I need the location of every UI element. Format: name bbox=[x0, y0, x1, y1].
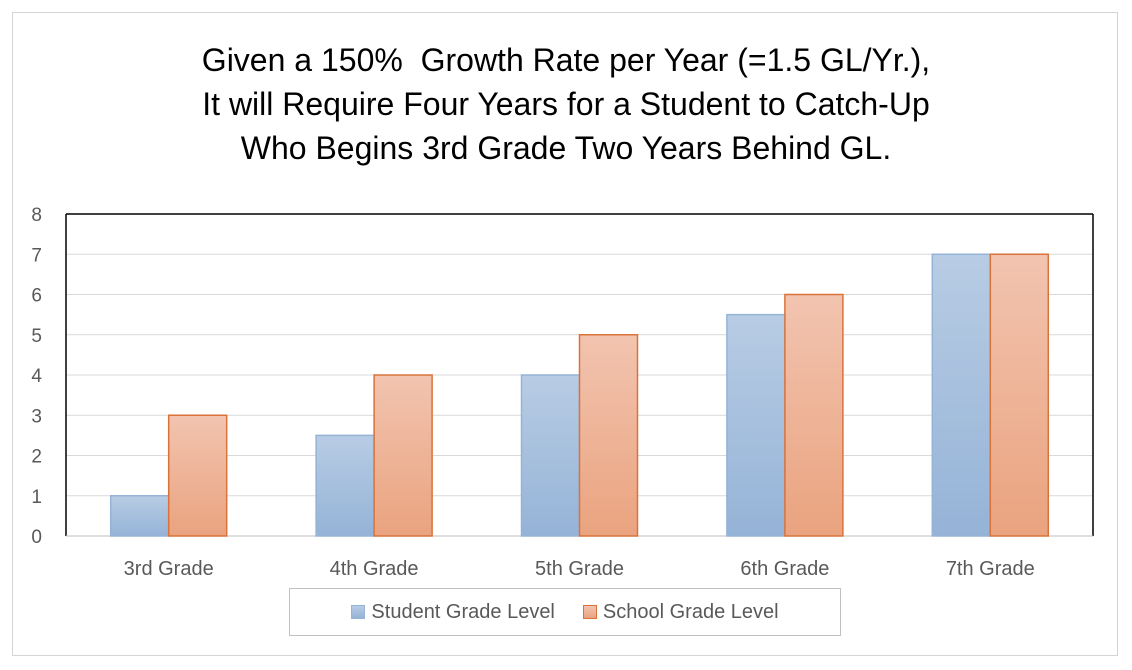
chart-title: Given a 150% Growth Rate per Year (=1.5 … bbox=[0, 38, 1132, 170]
bar-school-grade-level bbox=[373, 374, 433, 537]
legend-item-school: School Grade Level bbox=[582, 600, 779, 624]
bar-student-grade-level bbox=[726, 313, 786, 537]
legend-swatch-school bbox=[582, 605, 597, 619]
legend-label-student: Student Grade Level bbox=[371, 600, 555, 623]
bar-school-grade-level bbox=[167, 414, 228, 537]
bar-student-grade-level bbox=[931, 253, 992, 537]
chart-title-line: Who Begins 3rd Grade Two Years Behind GL… bbox=[240, 130, 892, 166]
x-tick-label: 3rd Grade bbox=[124, 558, 214, 580]
y-tick-label: 6 bbox=[31, 286, 42, 307]
x-tick-label: 4th Grade bbox=[330, 558, 419, 580]
x-tick-label: 6th Grade bbox=[740, 558, 829, 580]
legend: Student Grade Level School Grade Level bbox=[289, 588, 841, 636]
bar-student-grade-level bbox=[520, 374, 581, 537]
y-tick-label: 4 bbox=[31, 366, 42, 387]
bar-student-grade-level bbox=[315, 434, 375, 537]
bar-school-grade-level bbox=[578, 334, 639, 537]
y-tick-label: 1 bbox=[31, 487, 42, 508]
y-tick-label: 7 bbox=[31, 245, 42, 266]
bar-student-grade-level bbox=[109, 495, 170, 537]
y-tick-label: 8 bbox=[31, 205, 42, 226]
y-tick-label: 0 bbox=[31, 527, 42, 548]
x-tick-label: 7th Grade bbox=[946, 558, 1035, 580]
bar-school-grade-level bbox=[784, 293, 844, 537]
chart-title-line: Given a 150% Growth Rate per Year (=1.5 … bbox=[201, 42, 931, 78]
legend-label-school: School Grade Level bbox=[602, 600, 779, 623]
y-tick-label: 2 bbox=[31, 447, 42, 468]
chart-title-line: It will Require Four Years for a Student… bbox=[202, 86, 930, 122]
legend-item-student: Student Grade Level bbox=[351, 600, 555, 624]
y-tick-label: 3 bbox=[31, 406, 42, 427]
legend-swatch-student bbox=[351, 605, 366, 619]
y-tick-label: 5 bbox=[31, 326, 42, 347]
bar-school-grade-level bbox=[989, 253, 1050, 537]
x-tick-label: 5th Grade bbox=[535, 558, 624, 580]
